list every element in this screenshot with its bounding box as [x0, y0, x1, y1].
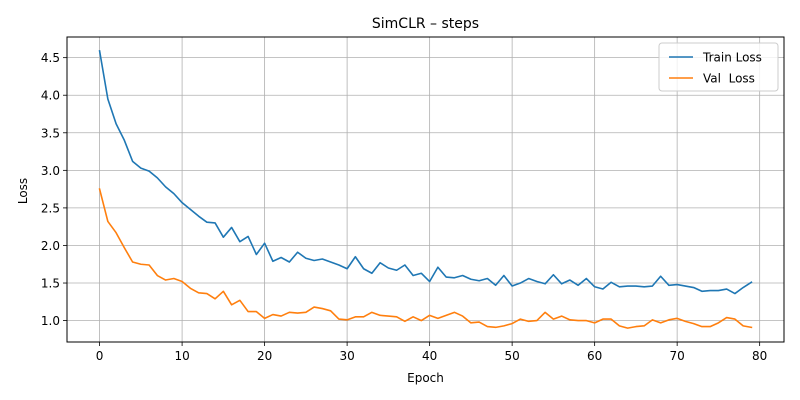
x-tick-label: 10 [174, 349, 189, 363]
y-tick-label: 4.0 [41, 89, 60, 103]
series-line-val-loss [98, 188, 753, 329]
x-axis-ticks: 0 10 20 30 40 50 60 70 80 [96, 342, 767, 363]
x-tick-label: 40 [422, 349, 437, 363]
x-tick-label: 0 [96, 349, 104, 363]
x-tick-label: 80 [752, 349, 767, 363]
y-tick-label: 3.0 [41, 164, 60, 178]
series-line-train-loss [98, 49, 753, 295]
legend-label-val-loss: Val Loss [703, 72, 755, 86]
x-tick-label: 30 [339, 349, 354, 363]
plot-frame [66, 36, 785, 343]
legend-box [658, 42, 779, 92]
x-tick-label: 50 [504, 349, 519, 363]
y-tick-label: 2.0 [41, 239, 60, 253]
y-tick-label: 1.5 [41, 277, 60, 291]
y-tick-label: 4.5 [41, 51, 60, 65]
x-tick-label: 60 [587, 349, 602, 363]
y-axis-label: Loss [16, 178, 30, 204]
legend-label-train-loss: Train Loss [702, 51, 762, 65]
y-axis-ticks: 1.0 1.5 2.0 2.5 3.0 3.5 4.0 4.5 [41, 51, 67, 328]
y-tick-label: 3.5 [41, 126, 60, 140]
x-axis-label: Epoch [407, 371, 444, 385]
series-group [98, 49, 753, 329]
legend: Train Loss Val Loss [658, 42, 779, 92]
y-tick-label: 2.5 [41, 201, 60, 215]
x-tick-label: 20 [257, 349, 272, 363]
chart-title: SimCLR – steps [372, 16, 479, 32]
x-tick-label: 70 [670, 349, 685, 363]
y-tick-label: 1.0 [41, 314, 60, 328]
